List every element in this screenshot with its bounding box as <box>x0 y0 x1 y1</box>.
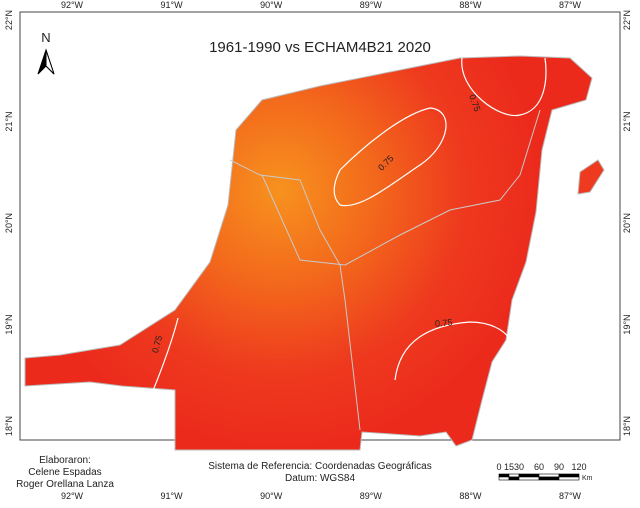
reference-system: Sistema de Referencia: Coordenadas Geogr… <box>208 461 431 472</box>
longitude-label: 87°W <box>559 491 582 501</box>
longitude-label: 90°W <box>260 0 283 10</box>
latitude-label: 22°N <box>4 10 14 30</box>
scale-tick-label: 0 <box>496 462 501 472</box>
longitude-label: 90°W <box>260 491 283 501</box>
latitude-label: 19°N <box>622 314 632 334</box>
latitude-label: 19°N <box>4 314 14 334</box>
scale-segment <box>508 476 520 481</box>
scale-segment <box>558 476 580 481</box>
scale-tick-label: 120 <box>571 462 586 472</box>
longitude-label: 88°W <box>459 0 482 10</box>
longitude-label: 92°W <box>61 0 84 10</box>
state-borders <box>229 109 541 431</box>
latitude-label: 18°N <box>4 416 14 436</box>
latitude-label: 20°N <box>4 213 14 233</box>
contour-line <box>394 321 511 381</box>
latitude-label: 22°N <box>622 10 632 30</box>
longitude-label: 89°W <box>360 491 383 501</box>
scale-unit: Km <box>582 475 593 482</box>
peninsula <box>24 55 593 451</box>
credits-author: Celene Espadas <box>28 467 101 478</box>
longitude-label: 87°W <box>559 0 582 10</box>
scale-segment <box>518 473 540 478</box>
scale-segment <box>538 473 560 478</box>
scale-tick-label: 90 <box>554 462 564 472</box>
north-label: N <box>41 30 50 45</box>
latitude-label: 20°N <box>622 213 632 233</box>
scale-segment <box>498 476 510 481</box>
latitude-label: 21°N <box>4 111 14 131</box>
credits-author: Roger Orellana Lanza <box>16 479 114 490</box>
scale-tick-label: 60 <box>534 462 544 472</box>
scale-segment <box>498 473 510 478</box>
longitude-label: 91°W <box>161 491 184 501</box>
contour-label: 0.75 <box>435 317 453 328</box>
longitude-label: 88°W <box>459 491 482 501</box>
contour-line <box>461 57 547 117</box>
scale-segment <box>518 476 540 481</box>
contour-line <box>135 317 179 431</box>
latitude-label: 18°N <box>622 416 632 436</box>
north-arrow <box>45 49 55 75</box>
graticule-labels: 92°W 92°W 91°W 91°W 90°W 90°W 89°W 89°W 88°W 88°W… <box>4 0 632 501</box>
longitude-label: 91°W <box>161 0 184 10</box>
longitude-label: 89°W <box>360 0 383 10</box>
credits-heading: Elaboraron: <box>39 455 91 466</box>
contour-line <box>333 107 447 207</box>
scale-tick-label: 30 <box>514 462 524 472</box>
longitude-label: 92°W <box>61 491 84 501</box>
scale-bar: 0 15 30 60 90 120 Km <box>496 462 592 482</box>
scale-segment <box>558 473 580 478</box>
scale-segment <box>538 476 560 481</box>
contour-label: 0.75 <box>150 334 164 354</box>
latitude-label: 21°N <box>622 111 632 131</box>
scale-tick-label: 15 <box>504 462 514 472</box>
scale-segment <box>508 473 520 478</box>
reference-datum: Datum: WGS84 <box>285 473 355 484</box>
island <box>577 159 605 195</box>
map-title: 1961-1990 vs ECHAM4B21 2020 <box>209 39 431 56</box>
